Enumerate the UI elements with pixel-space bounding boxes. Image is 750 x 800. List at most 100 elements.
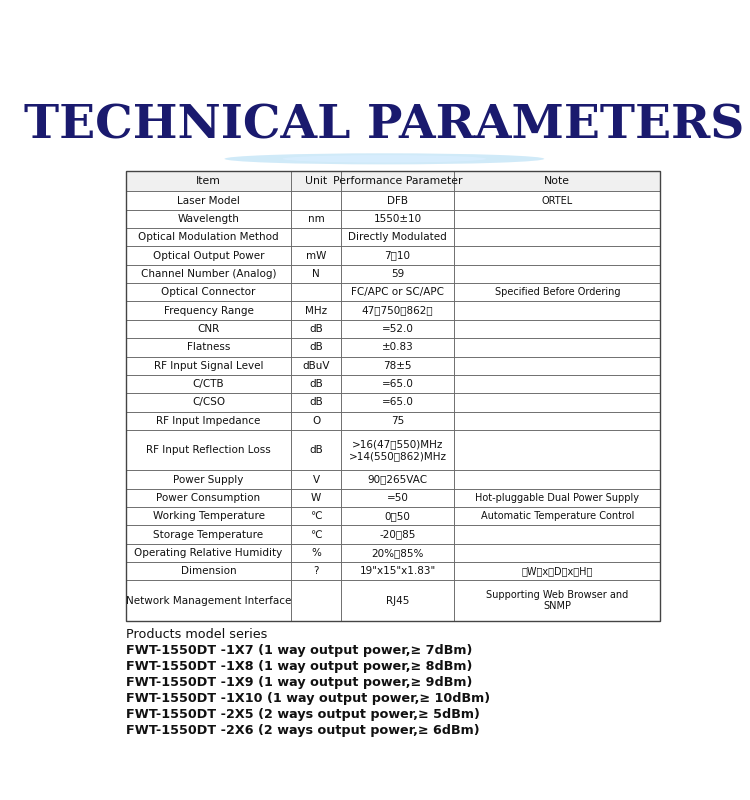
Text: Flatness: Flatness	[187, 342, 230, 352]
Text: RF Input Impedance: RF Input Impedance	[156, 416, 261, 426]
Bar	[291, 430, 340, 470]
Bar	[454, 562, 661, 581]
Bar	[340, 581, 454, 621]
Bar	[454, 338, 661, 357]
Text: mW: mW	[306, 250, 326, 261]
Bar	[454, 191, 661, 210]
Bar	[291, 394, 340, 411]
Bar	[126, 302, 291, 320]
Bar	[340, 526, 454, 544]
Bar	[291, 507, 340, 526]
Bar	[454, 411, 661, 430]
Bar	[126, 246, 291, 265]
Bar	[291, 191, 340, 210]
Bar	[291, 338, 340, 357]
Bar	[340, 171, 454, 191]
Text: MHz: MHz	[305, 306, 327, 316]
Bar	[454, 430, 661, 470]
Text: Working Temperature: Working Temperature	[152, 511, 265, 522]
Bar	[126, 265, 291, 283]
Text: ?: ?	[314, 566, 319, 576]
Bar	[454, 375, 661, 394]
Bar	[340, 411, 454, 430]
Bar	[126, 228, 291, 246]
Bar	[291, 394, 340, 411]
Text: FWT-1550DT -1X10 (1 way output power,≥ 10dBm): FWT-1550DT -1X10 (1 way output power,≥ 1…	[126, 692, 490, 706]
Bar	[340, 338, 454, 357]
Bar	[454, 210, 661, 228]
Bar	[454, 357, 661, 375]
Text: Dimension: Dimension	[181, 566, 236, 576]
Bar	[126, 411, 291, 430]
Bar	[126, 430, 291, 470]
Bar	[454, 265, 661, 283]
Bar	[291, 265, 340, 283]
Text: 75: 75	[391, 416, 404, 426]
Text: W: W	[311, 493, 321, 503]
Bar	[126, 581, 291, 621]
Bar	[291, 411, 340, 430]
Bar	[126, 394, 291, 411]
Text: Hot-pluggable Dual Power Supply: Hot-pluggable Dual Power Supply	[476, 493, 639, 503]
Bar	[126, 544, 291, 562]
Text: 0～50: 0～50	[385, 511, 410, 522]
Bar	[291, 562, 340, 581]
Bar	[454, 320, 661, 338]
Bar	[454, 320, 661, 338]
Text: dB: dB	[309, 379, 323, 389]
Bar	[454, 171, 661, 191]
Bar	[454, 526, 661, 544]
Bar	[126, 581, 291, 621]
Bar	[340, 283, 454, 302]
Bar	[291, 302, 340, 320]
Bar	[291, 210, 340, 228]
Bar	[454, 544, 661, 562]
Bar	[454, 228, 661, 246]
Bar	[126, 228, 291, 246]
Bar	[291, 320, 340, 338]
Bar	[291, 581, 340, 621]
Bar	[340, 544, 454, 562]
Bar	[126, 338, 291, 357]
Text: FWT-1550DT -2X5 (2 ways output power,≥ 5dBm): FWT-1550DT -2X5 (2 ways output power,≥ 5…	[126, 708, 479, 722]
Text: ℃: ℃	[310, 511, 322, 522]
Bar	[340, 430, 454, 470]
Text: C/CTB: C/CTB	[193, 379, 224, 389]
Text: Optical Output Power: Optical Output Power	[153, 250, 264, 261]
Bar	[454, 338, 661, 357]
Text: Power Consumption: Power Consumption	[157, 493, 260, 503]
Text: =52.0: =52.0	[382, 324, 413, 334]
Bar	[454, 191, 661, 210]
Bar	[291, 375, 340, 394]
Text: =65.0: =65.0	[382, 379, 413, 389]
Bar	[126, 544, 291, 562]
Bar	[340, 265, 454, 283]
Ellipse shape	[224, 154, 544, 164]
Bar	[340, 375, 454, 394]
Bar	[454, 507, 661, 526]
Bar	[454, 283, 661, 302]
Text: dB: dB	[309, 324, 323, 334]
Bar	[454, 489, 661, 507]
Bar	[126, 210, 291, 228]
Bar	[291, 171, 340, 191]
Bar	[340, 489, 454, 507]
Bar	[454, 375, 661, 394]
Bar	[340, 526, 454, 544]
Bar	[340, 357, 454, 375]
Bar	[454, 171, 661, 191]
Text: ℃: ℃	[310, 530, 322, 539]
Bar	[454, 562, 661, 581]
Bar	[126, 171, 291, 191]
Bar	[340, 507, 454, 526]
Bar	[454, 357, 661, 375]
Text: ORTEL: ORTEL	[542, 195, 573, 206]
Bar	[291, 489, 340, 507]
Text: Item: Item	[196, 176, 221, 186]
Bar	[454, 265, 661, 283]
Text: %: %	[311, 548, 321, 558]
Bar	[340, 320, 454, 338]
Bar	[454, 581, 661, 621]
Text: FWT-1550DT -1X7 (1 way output power,≥ 7dBm): FWT-1550DT -1X7 (1 way output power,≥ 7d…	[126, 644, 472, 658]
Bar	[340, 507, 454, 526]
